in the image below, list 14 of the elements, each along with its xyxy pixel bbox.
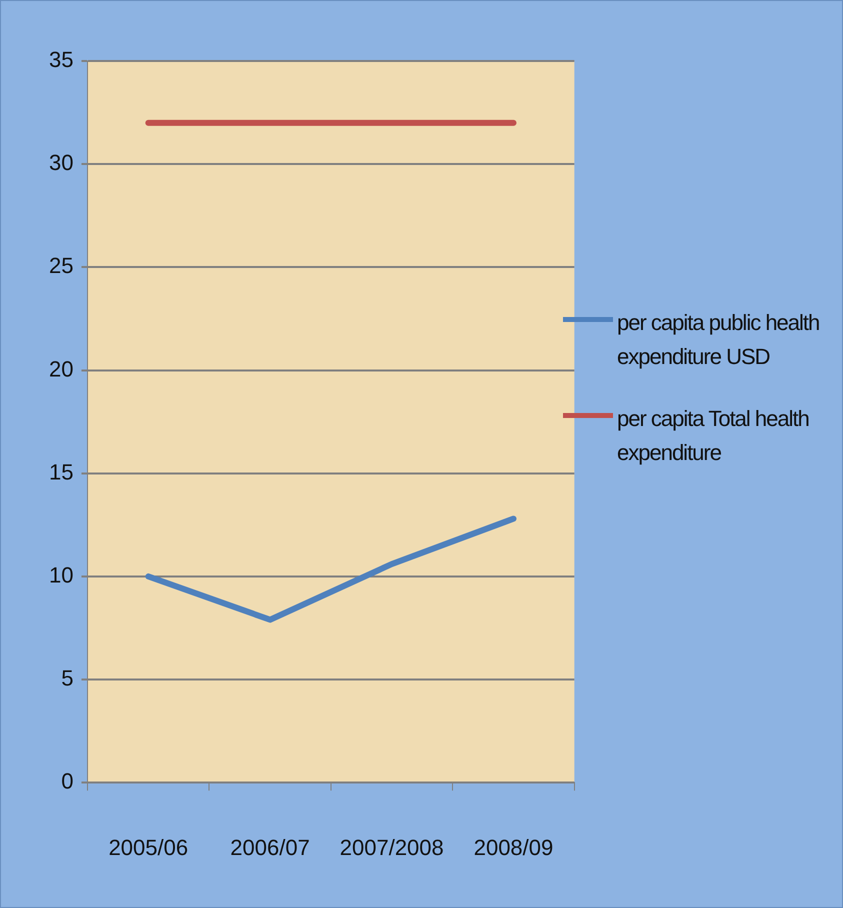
x-tick-label: 2007/2008 <box>340 834 444 860</box>
legend-label: per capita Total health expenditure <box>617 405 810 467</box>
x-tick-label: 2006/07 <box>230 834 310 860</box>
y-tick-label: 0 <box>61 768 74 794</box>
y-tick-label: 5 <box>61 666 74 691</box>
y-tick-label: 35 <box>48 47 74 72</box>
legend-label: per capita public health expenditure USD <box>617 309 820 371</box>
y-tick-label: 10 <box>48 562 74 588</box>
y-tick-label: 30 <box>48 150 74 176</box>
y-tick-label: 15 <box>48 459 74 484</box>
y-tick-label: 25 <box>48 253 74 278</box>
x-tick-label: 2005/06 <box>108 834 188 860</box>
x-tick-label: 2008/09 <box>474 834 554 860</box>
y-tick-label: 20 <box>48 356 74 382</box>
